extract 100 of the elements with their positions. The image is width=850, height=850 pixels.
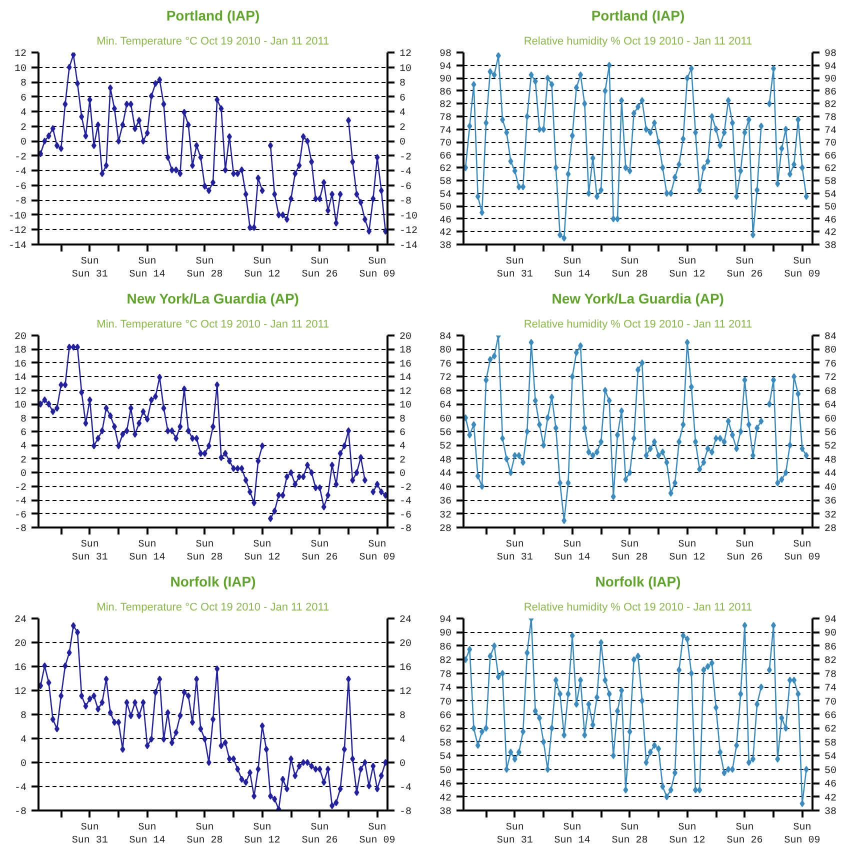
y-tick-label: 12 bbox=[14, 386, 27, 398]
y2-tick-label: 48 bbox=[824, 455, 837, 466]
y2-tick-label: 18 bbox=[400, 346, 412, 357]
y2-tick-label: 20 bbox=[400, 639, 412, 650]
y-tick-label: 38 bbox=[440, 807, 452, 818]
y-tick-label: 70 bbox=[440, 697, 452, 708]
y2-tick-label: 82 bbox=[824, 100, 837, 112]
y-tick-label: 16 bbox=[14, 663, 27, 674]
y-tick-label: 36 bbox=[440, 496, 452, 508]
x-tick-label: Sun Sun 26 bbox=[302, 256, 338, 281]
y-tick-label: 84 bbox=[440, 332, 452, 343]
y2-tick-label: 46 bbox=[824, 780, 837, 791]
y2-tick-label: 80 bbox=[824, 346, 837, 357]
y-tick-label: -14 bbox=[8, 241, 27, 252]
chart-subtitle: Min. Temperature °C Oct 19 2010 - Jan 11 2011 bbox=[96, 602, 330, 614]
y2-tick-label: 32 bbox=[824, 510, 837, 522]
y-tick-label: -8 bbox=[14, 196, 27, 208]
y2-tick-label: -2 bbox=[400, 152, 412, 164]
x-tick-label: Sun Sun 09 bbox=[784, 256, 820, 281]
y-tick-label: 12 bbox=[14, 687, 27, 698]
y2-tick-label: 12 bbox=[400, 386, 412, 398]
y-tick-label: -2 bbox=[14, 482, 27, 494]
y-tick-label: 62 bbox=[440, 724, 452, 736]
y-tick-label: 58 bbox=[440, 738, 452, 750]
y-tick-label: 66 bbox=[440, 151, 452, 162]
y2-tick-label: -4 bbox=[400, 496, 412, 508]
y2-tick-label: 6 bbox=[400, 428, 406, 439]
y-tick-label: 42 bbox=[440, 228, 452, 240]
x-tick-label: Sun Sun 28 bbox=[612, 822, 648, 847]
y2-tick-label: 4 bbox=[400, 442, 406, 453]
y-tick-label: 14 bbox=[14, 373, 27, 384]
y2-tick-label: -8 bbox=[400, 524, 412, 535]
y2-tick-label: 70 bbox=[824, 138, 837, 150]
y2-tick-label: 68 bbox=[824, 386, 837, 398]
y2-tick-label: 60 bbox=[824, 414, 837, 426]
y-tick-label: 94 bbox=[440, 615, 452, 626]
y2-tick-label: 6 bbox=[400, 93, 406, 104]
x-tick-label: Sun Sun 31 bbox=[72, 256, 108, 281]
x-tick-label: Sun Sun 31 bbox=[496, 822, 533, 847]
y-tick-label: -2 bbox=[14, 152, 27, 164]
y2-tick-label: -4 bbox=[400, 167, 412, 178]
y2-tick-label: 76 bbox=[824, 359, 837, 370]
x-tick-label: Sun Sun 12 bbox=[244, 256, 280, 281]
y-tick-label: 90 bbox=[440, 628, 452, 640]
y2-tick-label: -6 bbox=[400, 182, 412, 193]
chart-title: Norfolk (IAP) bbox=[595, 574, 681, 590]
y2-tick-label: 94 bbox=[824, 62, 837, 73]
y-tick-label: 2 bbox=[20, 122, 27, 134]
y-tick-label: 10 bbox=[14, 64, 27, 75]
y-tick-label: 80 bbox=[440, 346, 452, 357]
y2-tick-label: 56 bbox=[824, 428, 837, 439]
x-tick-label: Sun Sun 09 bbox=[359, 822, 396, 847]
x-tick-label: Sun Sun 28 bbox=[186, 822, 223, 847]
x-tick-label: Sun Sun 14 bbox=[129, 540, 166, 564]
y2-tick-label: 8 bbox=[400, 414, 406, 426]
y2-tick-label: 64 bbox=[824, 400, 837, 412]
y-tick-label: 86 bbox=[440, 642, 452, 654]
y2-tick-label: -6 bbox=[400, 510, 412, 522]
y2-tick-label: 0 bbox=[400, 469, 406, 480]
y-tick-label: 4 bbox=[20, 735, 27, 746]
y2-tick-label: 78 bbox=[824, 113, 837, 124]
y2-tick-label: 54 bbox=[824, 190, 837, 201]
y-tick-label: 0 bbox=[20, 759, 27, 770]
chart-title: Portland (IAP) bbox=[591, 8, 685, 24]
y-tick-label: 0 bbox=[20, 469, 27, 480]
y2-tick-label: 94 bbox=[824, 615, 837, 626]
y-tick-label: 82 bbox=[440, 100, 452, 112]
x-tick-label: Sun Sun 09 bbox=[784, 822, 820, 847]
y2-tick-label: -8 bbox=[400, 196, 412, 208]
y2-tick-label: 52 bbox=[824, 442, 837, 453]
y2-tick-label: 58 bbox=[824, 177, 837, 188]
y-tick-label: 54 bbox=[440, 190, 452, 201]
y2-tick-label: -14 bbox=[400, 241, 418, 252]
y-tick-label: 44 bbox=[440, 469, 452, 480]
y2-tick-label: 82 bbox=[824, 656, 837, 668]
y2-tick-label: 14 bbox=[400, 373, 412, 384]
y2-tick-label: 50 bbox=[824, 202, 837, 214]
y-tick-label: 66 bbox=[440, 711, 452, 722]
x-tick-label: Sun Sun 14 bbox=[554, 256, 590, 281]
y-tick-label: 50 bbox=[440, 766, 452, 777]
x-tick-label: Sun Sun 26 bbox=[302, 540, 338, 564]
y2-tick-label: -4 bbox=[400, 783, 412, 794]
y2-tick-label: 90 bbox=[824, 628, 837, 640]
y-tick-label: 46 bbox=[440, 780, 452, 791]
y2-tick-label: -12 bbox=[400, 226, 418, 238]
y-tick-label: 52 bbox=[440, 442, 452, 453]
x-tick-label: Sun Sun 31 bbox=[496, 540, 533, 564]
y2-tick-label: 12 bbox=[400, 49, 412, 60]
x-tick-label: Sun Sun 28 bbox=[612, 256, 648, 281]
y2-tick-label: 16 bbox=[400, 663, 412, 674]
x-tick-label: Sun Sun 12 bbox=[244, 540, 280, 564]
x-tick-label: Sun Sun 31 bbox=[72, 822, 108, 847]
y-tick-label: 0 bbox=[20, 138, 27, 149]
x-tick-label: Sun Sun 31 bbox=[72, 540, 108, 564]
y-tick-label: 10 bbox=[14, 400, 27, 412]
y-tick-label: -4 bbox=[14, 496, 27, 508]
y2-tick-label: -8 bbox=[400, 807, 412, 818]
y2-tick-label: 66 bbox=[824, 151, 837, 162]
chart-title: Portland (IAP) bbox=[166, 8, 260, 24]
x-tick-label: Sun Sun 12 bbox=[244, 822, 280, 847]
